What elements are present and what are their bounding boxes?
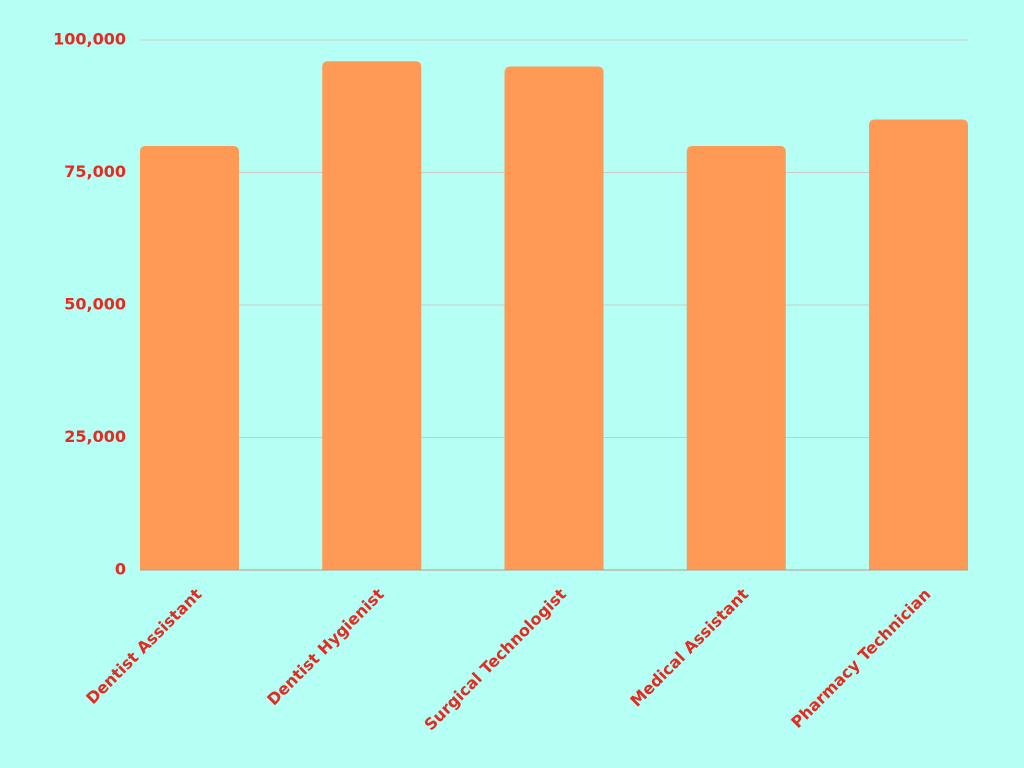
y-tick-label: 25,000 [64, 427, 126, 446]
y-tick-label: 50,000 [64, 295, 126, 314]
y-tick-label: 0 [115, 560, 126, 579]
y-tick-label: 75,000 [64, 162, 126, 181]
y-tick-label: 100,000 [53, 30, 126, 49]
bar [686, 146, 786, 570]
bar [322, 61, 422, 570]
bar [504, 66, 604, 570]
bar [140, 146, 239, 570]
bar [869, 119, 968, 570]
